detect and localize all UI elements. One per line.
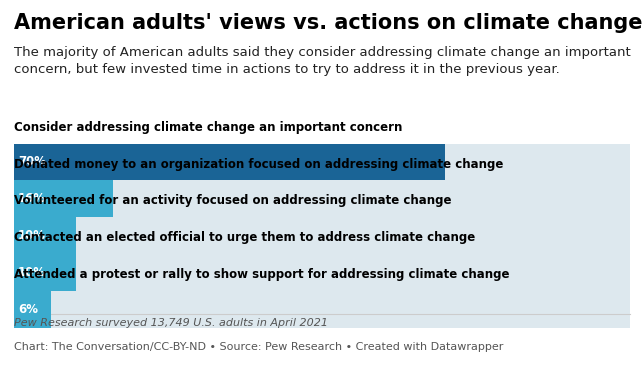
Text: Consider addressing climate change an important concern: Consider addressing climate change an im… xyxy=(14,121,402,134)
FancyBboxPatch shape xyxy=(14,254,76,291)
FancyBboxPatch shape xyxy=(14,144,630,180)
FancyBboxPatch shape xyxy=(14,291,630,328)
FancyBboxPatch shape xyxy=(14,217,76,254)
Text: American adults' views vs. actions on climate change: American adults' views vs. actions on cl… xyxy=(14,13,643,33)
FancyBboxPatch shape xyxy=(14,254,630,291)
FancyBboxPatch shape xyxy=(14,144,445,180)
Text: Volunteered for an activity focused on addressing climate change: Volunteered for an activity focused on a… xyxy=(14,194,451,207)
FancyBboxPatch shape xyxy=(14,217,630,254)
FancyBboxPatch shape xyxy=(14,180,113,217)
Text: 6%: 6% xyxy=(18,302,38,316)
Text: 70%: 70% xyxy=(18,155,46,169)
Text: 10%: 10% xyxy=(18,229,46,242)
Text: Contacted an elected official to urge them to address climate change: Contacted an elected official to urge th… xyxy=(14,231,475,244)
Text: Chart: The Conversation/CC-BY-ND • Source: Pew Research • Created with Datawrapp: Chart: The Conversation/CC-BY-ND • Sourc… xyxy=(14,342,504,351)
FancyBboxPatch shape xyxy=(14,291,51,328)
FancyBboxPatch shape xyxy=(14,180,630,217)
Text: The majority of American adults said they consider addressing climate change an : The majority of American adults said the… xyxy=(14,46,631,76)
Text: Donated money to an organization focused on addressing climate change: Donated money to an organization focused… xyxy=(14,158,504,170)
Text: 10%: 10% xyxy=(18,266,46,279)
Text: Pew Research surveyed 13,749 U.S. adults in April 2021: Pew Research surveyed 13,749 U.S. adults… xyxy=(14,318,328,328)
Text: 16%: 16% xyxy=(18,192,46,205)
Text: Attended a protest or rally to show support for addressing climate change: Attended a protest or rally to show supp… xyxy=(14,268,509,281)
